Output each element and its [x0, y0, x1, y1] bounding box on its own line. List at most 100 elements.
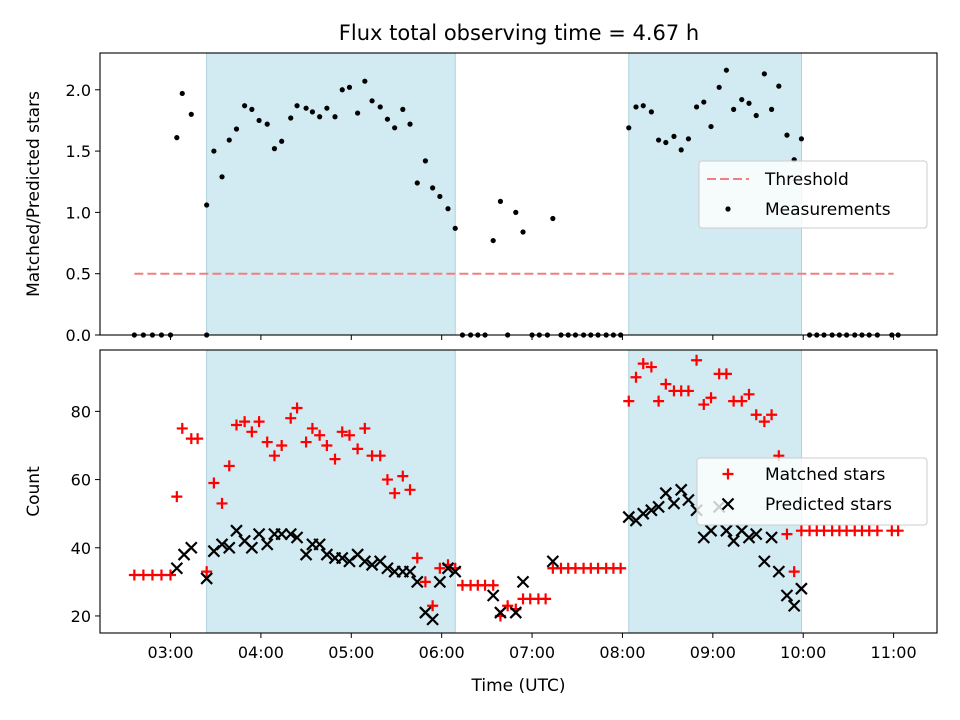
measurements-point-38 — [422, 158, 428, 164]
matched-stars-point-40 — [434, 562, 446, 574]
matched-stars-point-54 — [540, 593, 552, 605]
measurements-point-37 — [414, 180, 420, 186]
predicted-stars-point-33 — [426, 613, 439, 626]
top-y-tick-label-0: 0.0 — [66, 326, 91, 345]
measurements-point-13 — [233, 126, 240, 132]
measurements-point-70 — [663, 139, 669, 146]
top-shaded-interval-1 — [206, 52, 456, 336]
predicted-stars-point-59 — [749, 527, 763, 541]
matched-stars-point-84 — [766, 409, 778, 421]
matched-stars-point-86 — [781, 528, 793, 540]
matched-stars-point-22 — [300, 436, 312, 448]
matched-stars-point-47 — [487, 579, 499, 591]
measurements-point-72 — [678, 147, 684, 153]
predicted-stars-point-65 — [795, 582, 808, 595]
predicted-stars-point-25 — [365, 558, 379, 572]
matched-stars-point-26 — [329, 453, 341, 465]
measurements-point-42 — [452, 225, 458, 231]
matched-stars-point-6 — [176, 422, 188, 434]
measurements-point-14 — [242, 103, 248, 109]
predicted-stars-point-63 — [780, 589, 794, 602]
measurements-point-69 — [656, 137, 662, 143]
predicted-stars-point-35 — [441, 561, 455, 575]
matched-stars-point-35 — [397, 470, 409, 482]
matched-stars-point-32 — [374, 450, 386, 462]
bottom-panel: 20 40 60 80 03:00 04:00 05:00 06:00 07:00 08:00 09… — [24, 349, 938, 696]
predicted-stars-point-5 — [215, 538, 229, 551]
measurements-point-76 — [708, 123, 714, 130]
bottom-x-tick-label-7: 10:00 — [780, 643, 826, 662]
matched-stars-point-37 — [411, 552, 423, 564]
measurements-point-31 — [369, 98, 375, 104]
predicted-stars-point-6 — [222, 541, 236, 555]
predicted-stars-legend-swatch — [721, 497, 735, 511]
predicted-stars-point-44 — [636, 507, 650, 520]
measurements-point-16 — [256, 117, 262, 124]
measurements-point-22 — [303, 105, 309, 111]
matched-stars-point-27 — [336, 426, 348, 438]
bottom-y-axis-label: Count — [24, 466, 44, 517]
predicted-stars-series — [170, 483, 808, 626]
measurements-point-47 — [490, 237, 496, 244]
measurements-point-20 — [288, 115, 294, 121]
matched-stars-point-39 — [427, 600, 439, 612]
measurements-point-28 — [346, 84, 353, 90]
predicted-stars-point-10 — [252, 527, 266, 541]
measurements-point-39 — [430, 185, 436, 191]
measurements-point-84 — [768, 106, 775, 112]
measurements-point-12 — [226, 137, 232, 143]
bottom-x-tick-label-5: 08:00 — [599, 643, 645, 662]
predicted-stars-point-46 — [652, 500, 665, 514]
bottom-data-points — [128, 354, 904, 626]
measurements-point-83 — [761, 71, 767, 77]
predicted-stars-point-61 — [765, 531, 778, 544]
bottom-x-tick-label-6: 09:00 — [690, 643, 736, 662]
predicted-stars-point-40 — [516, 575, 530, 589]
matched-stars-point-9 — [201, 566, 213, 578]
matched-stars-legend-label: Matched stars — [765, 465, 885, 485]
matched-stars-point-100 — [892, 525, 904, 537]
top-axes-frame — [99, 52, 938, 336]
predicted-stars-point-55 — [720, 524, 733, 537]
measurements-point-66 — [633, 104, 639, 110]
predicted-stars-point-2 — [185, 541, 198, 555]
measurements-point-18 — [271, 146, 278, 152]
matched-stars-point-66 — [630, 371, 642, 383]
top-axis-ticks: 0.0 0.5 1.0 1.5 2.0 — [66, 81, 895, 345]
matched-stars-point-78 — [720, 368, 732, 380]
matched-stars-point-4 — [165, 569, 177, 581]
measurements-point-40 — [437, 193, 443, 200]
predicted-stars-point-64 — [787, 599, 801, 613]
bottom-legend-box — [696, 457, 928, 526]
matched-stars-point-98 — [871, 525, 883, 537]
matched-stars-point-8 — [192, 433, 204, 445]
predicted-stars-point-14 — [284, 527, 297, 541]
matched-stars-point-64 — [615, 562, 627, 574]
measurements-point-86 — [784, 132, 790, 138]
measurements-point-88 — [798, 136, 805, 142]
measurements-point-8 — [188, 111, 194, 117]
matched-stars-point-12 — [223, 460, 235, 472]
predicted-stars-point-15 — [290, 531, 304, 544]
matched-stars-point-24 — [314, 429, 326, 441]
predicted-stars-point-18 — [313, 538, 326, 551]
measurements-point-26 — [332, 114, 338, 120]
predicted-stars-point-36 — [448, 565, 462, 578]
measurements-point-48 — [497, 198, 504, 204]
measurements-point-15 — [249, 106, 255, 112]
measurements-point-21 — [294, 103, 300, 109]
predicted-stars-point-53 — [704, 524, 718, 537]
predicted-stars-point-27 — [381, 561, 394, 575]
measurements-point-24 — [317, 114, 323, 120]
measurements-legend-label: Measurements — [765, 200, 891, 220]
matched-stars-point-49 — [502, 600, 514, 612]
matched-stars-point-13 — [230, 419, 242, 431]
matched-stars-point-69 — [653, 395, 665, 407]
measurements-point-50 — [513, 209, 519, 215]
threshold-legend-label: Threshold — [764, 170, 849, 190]
matched-stars-point-15 — [246, 426, 258, 438]
predicted-stars-point-7 — [230, 524, 243, 537]
matched-stars-point-67 — [637, 358, 649, 370]
measurements-point-27 — [339, 87, 345, 93]
measurements-point-23 — [309, 109, 316, 115]
